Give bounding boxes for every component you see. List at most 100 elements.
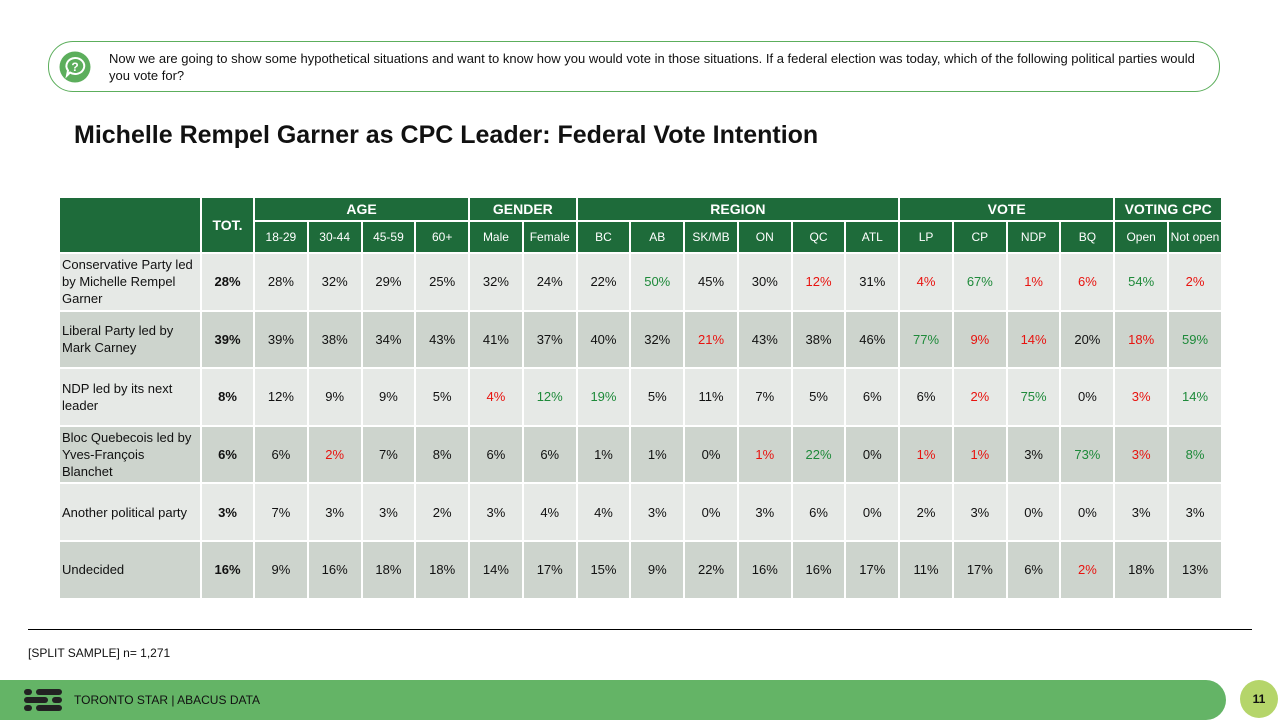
value-cell: 43% bbox=[736, 309, 793, 370]
column-header: QC bbox=[790, 221, 847, 253]
value-cell: 38% bbox=[790, 309, 847, 370]
sample-note: [SPLIT SAMPLE] n= 1,271 bbox=[28, 646, 171, 660]
value-cell: 6% bbox=[1005, 539, 1062, 600]
value-cell: 16% bbox=[306, 539, 363, 600]
value-cell: 2% bbox=[414, 482, 471, 542]
value-cell: 4% bbox=[898, 252, 954, 312]
value-cell: 9% bbox=[306, 367, 363, 427]
value-cell: 5% bbox=[790, 367, 847, 427]
value-cell: 0% bbox=[844, 482, 901, 542]
value-cell: 22% bbox=[575, 252, 632, 312]
column-header: AB bbox=[629, 221, 686, 253]
column-header: BQ bbox=[1059, 221, 1116, 253]
value-cell: 0% bbox=[683, 424, 739, 485]
value-cell: 18% bbox=[1113, 539, 1170, 600]
footer-bar bbox=[0, 680, 1226, 720]
value-cell: 28% bbox=[253, 252, 309, 312]
total-cell: 8% bbox=[200, 367, 255, 427]
value-cell: 3% bbox=[468, 482, 524, 542]
value-cell: 16% bbox=[736, 539, 793, 600]
value-cell: 1% bbox=[1005, 252, 1062, 312]
value-cell: 38% bbox=[306, 309, 363, 370]
group-header: AGE bbox=[252, 196, 471, 222]
row-label: Liberal Party led by Mark Carney bbox=[58, 309, 202, 370]
value-cell: 32% bbox=[468, 252, 524, 312]
value-cell: 14% bbox=[1167, 367, 1223, 427]
value-cell: 2% bbox=[898, 482, 954, 542]
total-cell: 28% bbox=[200, 252, 255, 312]
value-cell: 34% bbox=[360, 309, 417, 370]
data-row: Undecided 16% 9% 16% 18% 18% 14% 17% 15% 9% 22% 16%… bbox=[58, 539, 1223, 600]
value-cell: 46% bbox=[844, 309, 901, 370]
value-cell: 6% bbox=[1059, 252, 1116, 312]
row-label: Another political party bbox=[58, 482, 202, 542]
value-cell: 18% bbox=[414, 539, 471, 600]
value-cell: 5% bbox=[414, 367, 471, 427]
value-cell: 22% bbox=[790, 424, 847, 485]
value-cell: 4% bbox=[521, 482, 578, 542]
value-cell: 3% bbox=[629, 482, 686, 542]
question-text: Now we are going to show some hypothetic… bbox=[109, 51, 1195, 83]
value-cell: 0% bbox=[683, 482, 739, 542]
value-cell: 20% bbox=[1059, 309, 1116, 370]
value-cell: 6% bbox=[521, 424, 578, 485]
group-header: VOTE bbox=[898, 196, 1116, 222]
column-header: NDP bbox=[1005, 221, 1062, 253]
column-header: 30-44 bbox=[306, 221, 363, 253]
column-header: Male bbox=[468, 221, 524, 253]
value-cell: 0% bbox=[1059, 482, 1116, 542]
value-cell: 3% bbox=[736, 482, 793, 542]
column-header: Not open bbox=[1167, 221, 1223, 253]
value-cell: 1% bbox=[898, 424, 954, 485]
column-header: BC bbox=[575, 221, 632, 253]
value-cell: 4% bbox=[575, 482, 632, 542]
row-label: Undecided bbox=[58, 539, 202, 600]
value-cell: 2% bbox=[306, 424, 363, 485]
column-header: Open bbox=[1113, 221, 1170, 253]
value-cell: 75% bbox=[1005, 367, 1062, 427]
brand-logo bbox=[24, 689, 62, 711]
total-cell: 16% bbox=[200, 539, 255, 600]
value-cell: 3% bbox=[1167, 482, 1223, 542]
subheader-row: 18-29 30-44 45-59 60+ Male Female BC AB SK/MB ON Q… bbox=[59, 221, 1223, 253]
group-header: GENDER bbox=[468, 196, 578, 222]
value-cell: 18% bbox=[360, 539, 417, 600]
value-cell: 3% bbox=[360, 482, 417, 542]
value-cell: 25% bbox=[414, 252, 471, 312]
value-cell: 1% bbox=[736, 424, 793, 485]
value-cell: 8% bbox=[1167, 424, 1223, 485]
value-cell: 41% bbox=[468, 309, 524, 370]
value-cell: 9% bbox=[360, 367, 417, 427]
value-cell: 17% bbox=[521, 539, 578, 600]
value-cell: 2% bbox=[1059, 539, 1116, 600]
value-cell: 0% bbox=[844, 424, 901, 485]
question-box: ? Now we are going to show some hypothet… bbox=[48, 41, 1220, 92]
value-cell: 14% bbox=[1005, 309, 1062, 370]
column-header: Female bbox=[521, 221, 578, 253]
value-cell: 3% bbox=[1113, 424, 1170, 485]
value-cell: 12% bbox=[253, 367, 309, 427]
results-table: TOT. AGE GENDER REGION VOTE VOTING CPC 18-29 30… bbox=[58, 196, 1223, 600]
slide-title: Michelle Rempel Garner as CPC Leader: Fe… bbox=[74, 121, 819, 149]
value-cell: 6% bbox=[844, 367, 901, 427]
value-cell: 7% bbox=[253, 482, 309, 542]
data-row: Liberal Party led by Mark Carney 39% 39% 38… bbox=[58, 309, 1223, 370]
value-cell: 0% bbox=[1005, 482, 1062, 542]
value-cell: 29% bbox=[360, 252, 417, 312]
data-row: Bloc Quebecois led by Yves-François Blan… bbox=[58, 424, 1223, 485]
value-cell: 7% bbox=[736, 367, 793, 427]
data-row: Another political party 3% 7% 3% 3% 2% 3% 4% 4% 3… bbox=[58, 482, 1223, 542]
value-cell: 43% bbox=[414, 309, 471, 370]
data-row: Conservative Party led by Michelle Rempe… bbox=[58, 252, 1223, 312]
value-cell: 4% bbox=[468, 367, 524, 427]
group-header: REGION bbox=[575, 196, 901, 222]
value-cell: 19% bbox=[575, 367, 632, 427]
value-cell: 11% bbox=[683, 367, 739, 427]
value-cell: 45% bbox=[683, 252, 739, 312]
question-icon: ? bbox=[59, 51, 91, 83]
page-number: 11 bbox=[1240, 680, 1278, 718]
row-label: NDP led by its next leader bbox=[58, 367, 202, 427]
value-cell: 1% bbox=[629, 424, 686, 485]
footer-rule bbox=[28, 629, 1252, 630]
total-cell: 3% bbox=[200, 482, 255, 542]
